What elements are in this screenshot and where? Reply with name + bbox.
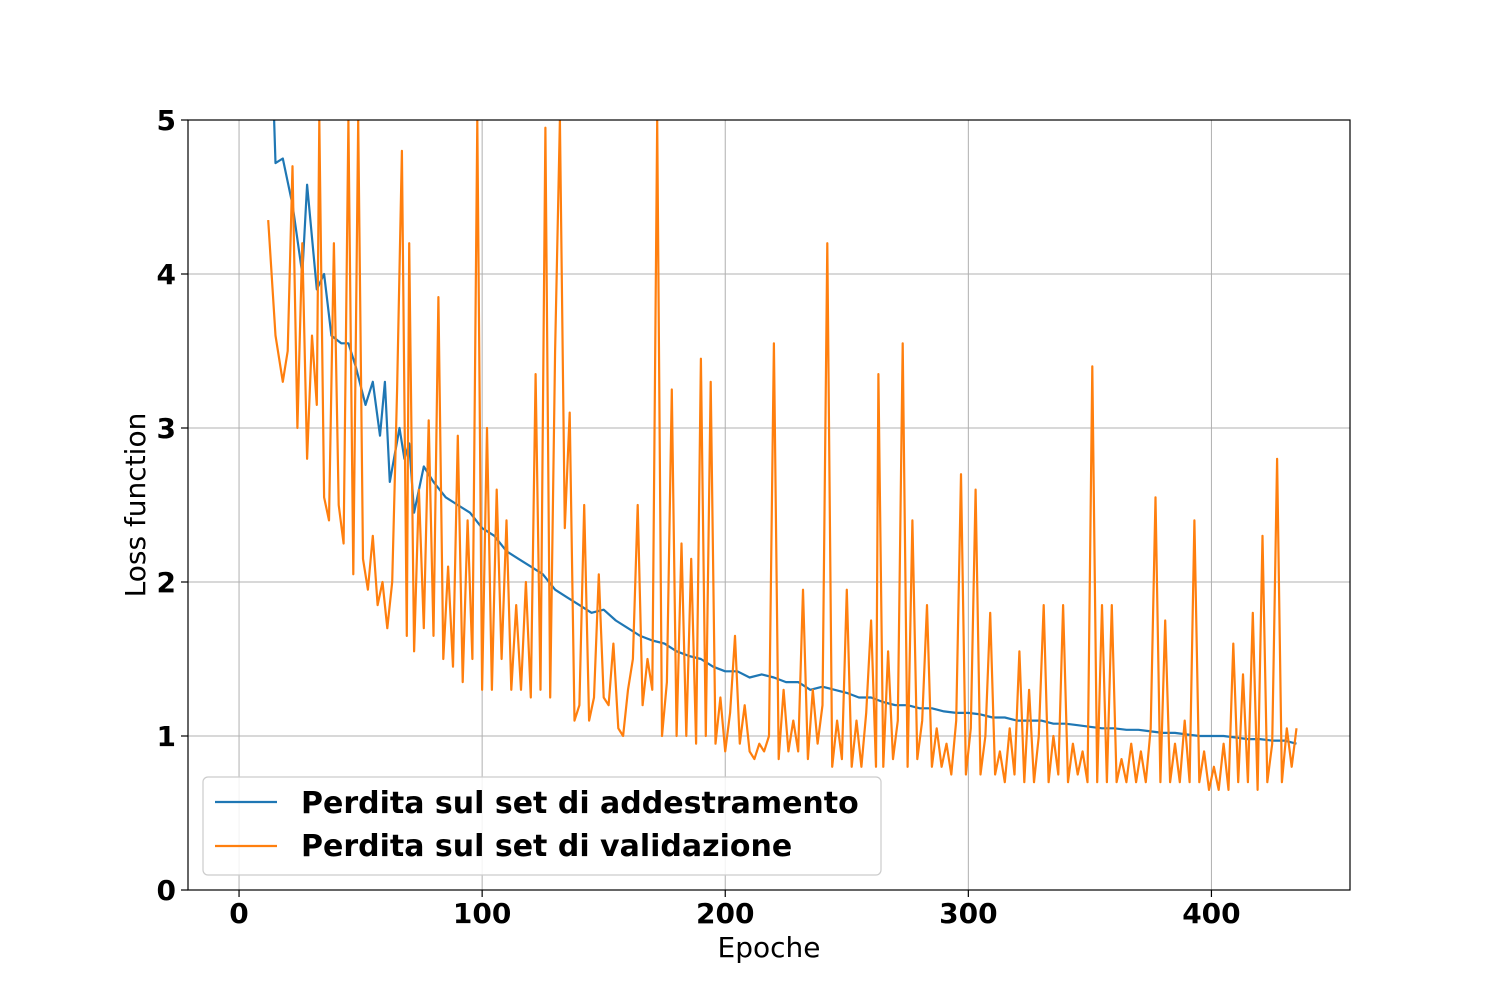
legend-label-validation: Perdita sul set di validazione — [301, 829, 792, 864]
y-tick-label: 0 — [157, 874, 176, 907]
x-tick-label: 200 — [696, 897, 754, 930]
series-line-validation — [267, 120, 1298, 791]
y-tick-label: 5 — [157, 104, 176, 137]
legend-box — [202, 776, 882, 876]
y-tick-label: 1 — [157, 720, 176, 753]
ticks: 0 100 200 300 400 0 1 2 3 4 5 — [157, 104, 1241, 930]
y-tick-label: 2 — [157, 566, 176, 599]
x-axis-label: Epoche — [718, 931, 821, 964]
legend: Perdita sul set di addestramento Perdita… — [202, 776, 882, 876]
x-tick-label: 100 — [453, 897, 511, 930]
y-axis-label: Loss function — [119, 413, 152, 598]
legend-label-training: Perdita sul set di addestramento — [301, 786, 859, 821]
series-layer — [267, 120, 1298, 791]
x-tick-label: 0 — [229, 897, 248, 930]
plot-frame — [187, 119, 1351, 891]
x-tick-label: 300 — [939, 897, 997, 930]
y-tick-label: 4 — [157, 258, 176, 291]
x-tick-label: 400 — [1182, 897, 1240, 930]
y-tick-label: 3 — [157, 412, 176, 445]
